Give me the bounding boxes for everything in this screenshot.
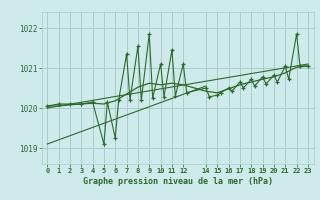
- X-axis label: Graphe pression niveau de la mer (hPa): Graphe pression niveau de la mer (hPa): [83, 177, 273, 186]
